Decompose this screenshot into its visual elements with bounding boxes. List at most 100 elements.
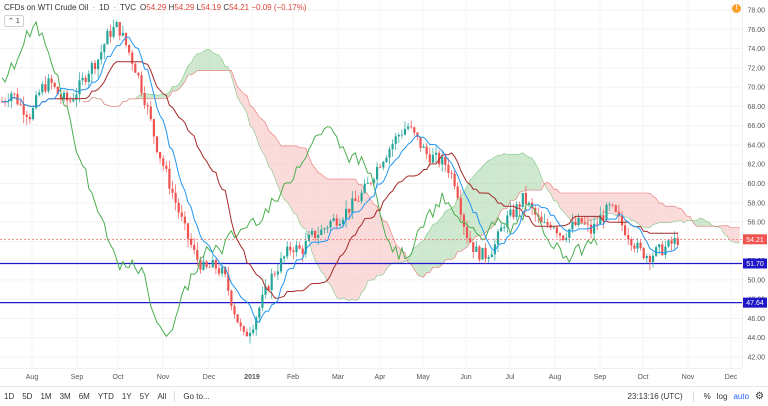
cloud-segment	[538, 169, 541, 190]
auto-toggle[interactable]: auto	[733, 392, 749, 401]
cloud-segment	[644, 193, 647, 228]
candle-body	[643, 248, 645, 258]
range-button-6m[interactable]: 6M	[75, 392, 94, 401]
close-value: 54.21	[229, 3, 249, 12]
candle-body	[85, 78, 87, 82]
candle-body	[91, 63, 93, 74]
candle-body	[280, 258, 282, 271]
cloud-segment	[594, 193, 597, 220]
candle-body	[274, 274, 276, 275]
settings-gear-icon[interactable]: ⚙	[755, 391, 764, 402]
range-button-5y[interactable]: 5Y	[136, 392, 154, 401]
log-toggle[interactable]: log	[717, 392, 728, 401]
percent-toggle[interactable]: %	[704, 392, 711, 401]
cloud-segment	[371, 200, 374, 280]
candle-body	[302, 249, 304, 254]
cloud-segment	[529, 157, 532, 190]
cloud-segment	[498, 155, 501, 217]
toolbar-divider	[693, 391, 694, 402]
price-axis[interactable]: 78.0076.0074.0072.0070.0068.0066.0064.00…	[742, 0, 768, 368]
cloud-segment	[207, 49, 210, 70]
cloud-segment	[436, 220, 439, 267]
price-tick-label: 66.00	[747, 123, 765, 130]
cloud-segment	[151, 94, 154, 98]
candle-body	[314, 231, 316, 238]
range-button-all[interactable]: All	[153, 392, 170, 401]
range-button-1m[interactable]: 1M	[36, 392, 55, 401]
cloud-segment	[148, 94, 151, 99]
candle-body	[134, 64, 136, 73]
price-tick-label: 58.00	[747, 200, 765, 207]
goto-button[interactable]: Go to...	[179, 392, 213, 401]
cloud-segment	[572, 193, 575, 225]
candle-body	[47, 78, 49, 91]
range-button-1d[interactable]: 1D	[0, 392, 18, 401]
exchange-label: TVC	[120, 3, 136, 12]
symbol-name[interactable]: CFDs on WTI Crude Oil	[4, 3, 88, 12]
candle-body	[230, 291, 232, 306]
cloud-segment	[622, 193, 625, 217]
candle-body	[116, 22, 118, 27]
cloud-segment	[554, 189, 557, 201]
candle-body	[20, 104, 22, 105]
candle-body	[212, 260, 214, 267]
cloud-segment	[669, 206, 672, 222]
cloud-segment	[501, 153, 504, 210]
candle-body	[261, 295, 263, 308]
candle-body	[463, 215, 465, 227]
candle-body	[283, 256, 285, 258]
candle-body	[44, 84, 46, 91]
range-button-3m[interactable]: 3M	[56, 392, 75, 401]
candle-body	[478, 247, 480, 260]
time-tick-label: Mar	[332, 374, 345, 381]
candle-body	[581, 218, 583, 223]
cloud-segment	[507, 154, 510, 208]
candle-body	[299, 245, 301, 248]
cloud-segment	[445, 210, 448, 260]
indicator-collapse-button[interactable]: ⌃ 1	[4, 15, 24, 27]
alert-icon[interactable]: !	[732, 4, 741, 13]
candle-body	[649, 256, 651, 262]
range-button-5d[interactable]: 5D	[18, 392, 36, 401]
candle-body	[469, 238, 471, 242]
candle-body	[516, 204, 518, 217]
cloud-segment	[517, 154, 520, 199]
candle-body	[292, 250, 294, 252]
candle-body	[181, 213, 183, 217]
time-tick-label: May	[416, 374, 430, 381]
cloud-segment	[510, 154, 513, 200]
cloud-segment	[287, 146, 290, 207]
cloud-segment	[197, 54, 200, 71]
candle-body	[63, 93, 65, 99]
candle-body	[69, 100, 71, 101]
price-chart[interactable]	[0, 0, 742, 368]
candle-body	[97, 60, 99, 70]
candle-body	[652, 256, 654, 262]
candle-body	[100, 52, 102, 59]
price-tick-label: 78.00	[747, 8, 765, 15]
candle-body	[587, 224, 589, 225]
cloud-segment	[734, 227, 737, 242]
clock-time[interactable]: 23:13:16 (UTC)	[628, 392, 683, 401]
candle-body	[590, 225, 592, 234]
interval-label[interactable]: 1D	[99, 3, 109, 12]
candle-body	[488, 257, 490, 259]
candle-body	[72, 100, 74, 102]
price-tick-label: 64.00	[747, 142, 765, 149]
candle-body	[441, 157, 443, 165]
cloud-segment	[483, 163, 486, 235]
candle-body	[125, 33, 127, 45]
candle-body	[426, 147, 428, 155]
candle-body	[593, 224, 595, 234]
range-button-ytd[interactable]: YTD	[94, 392, 118, 401]
cloud-segment	[427, 230, 430, 272]
time-tick-label: Sep	[71, 374, 84, 381]
range-button-1y[interactable]: 1Y	[118, 392, 136, 401]
candle-body	[457, 186, 459, 198]
candle-body	[330, 221, 332, 227]
cloud-segment	[638, 193, 641, 225]
candle-body	[361, 193, 363, 202]
